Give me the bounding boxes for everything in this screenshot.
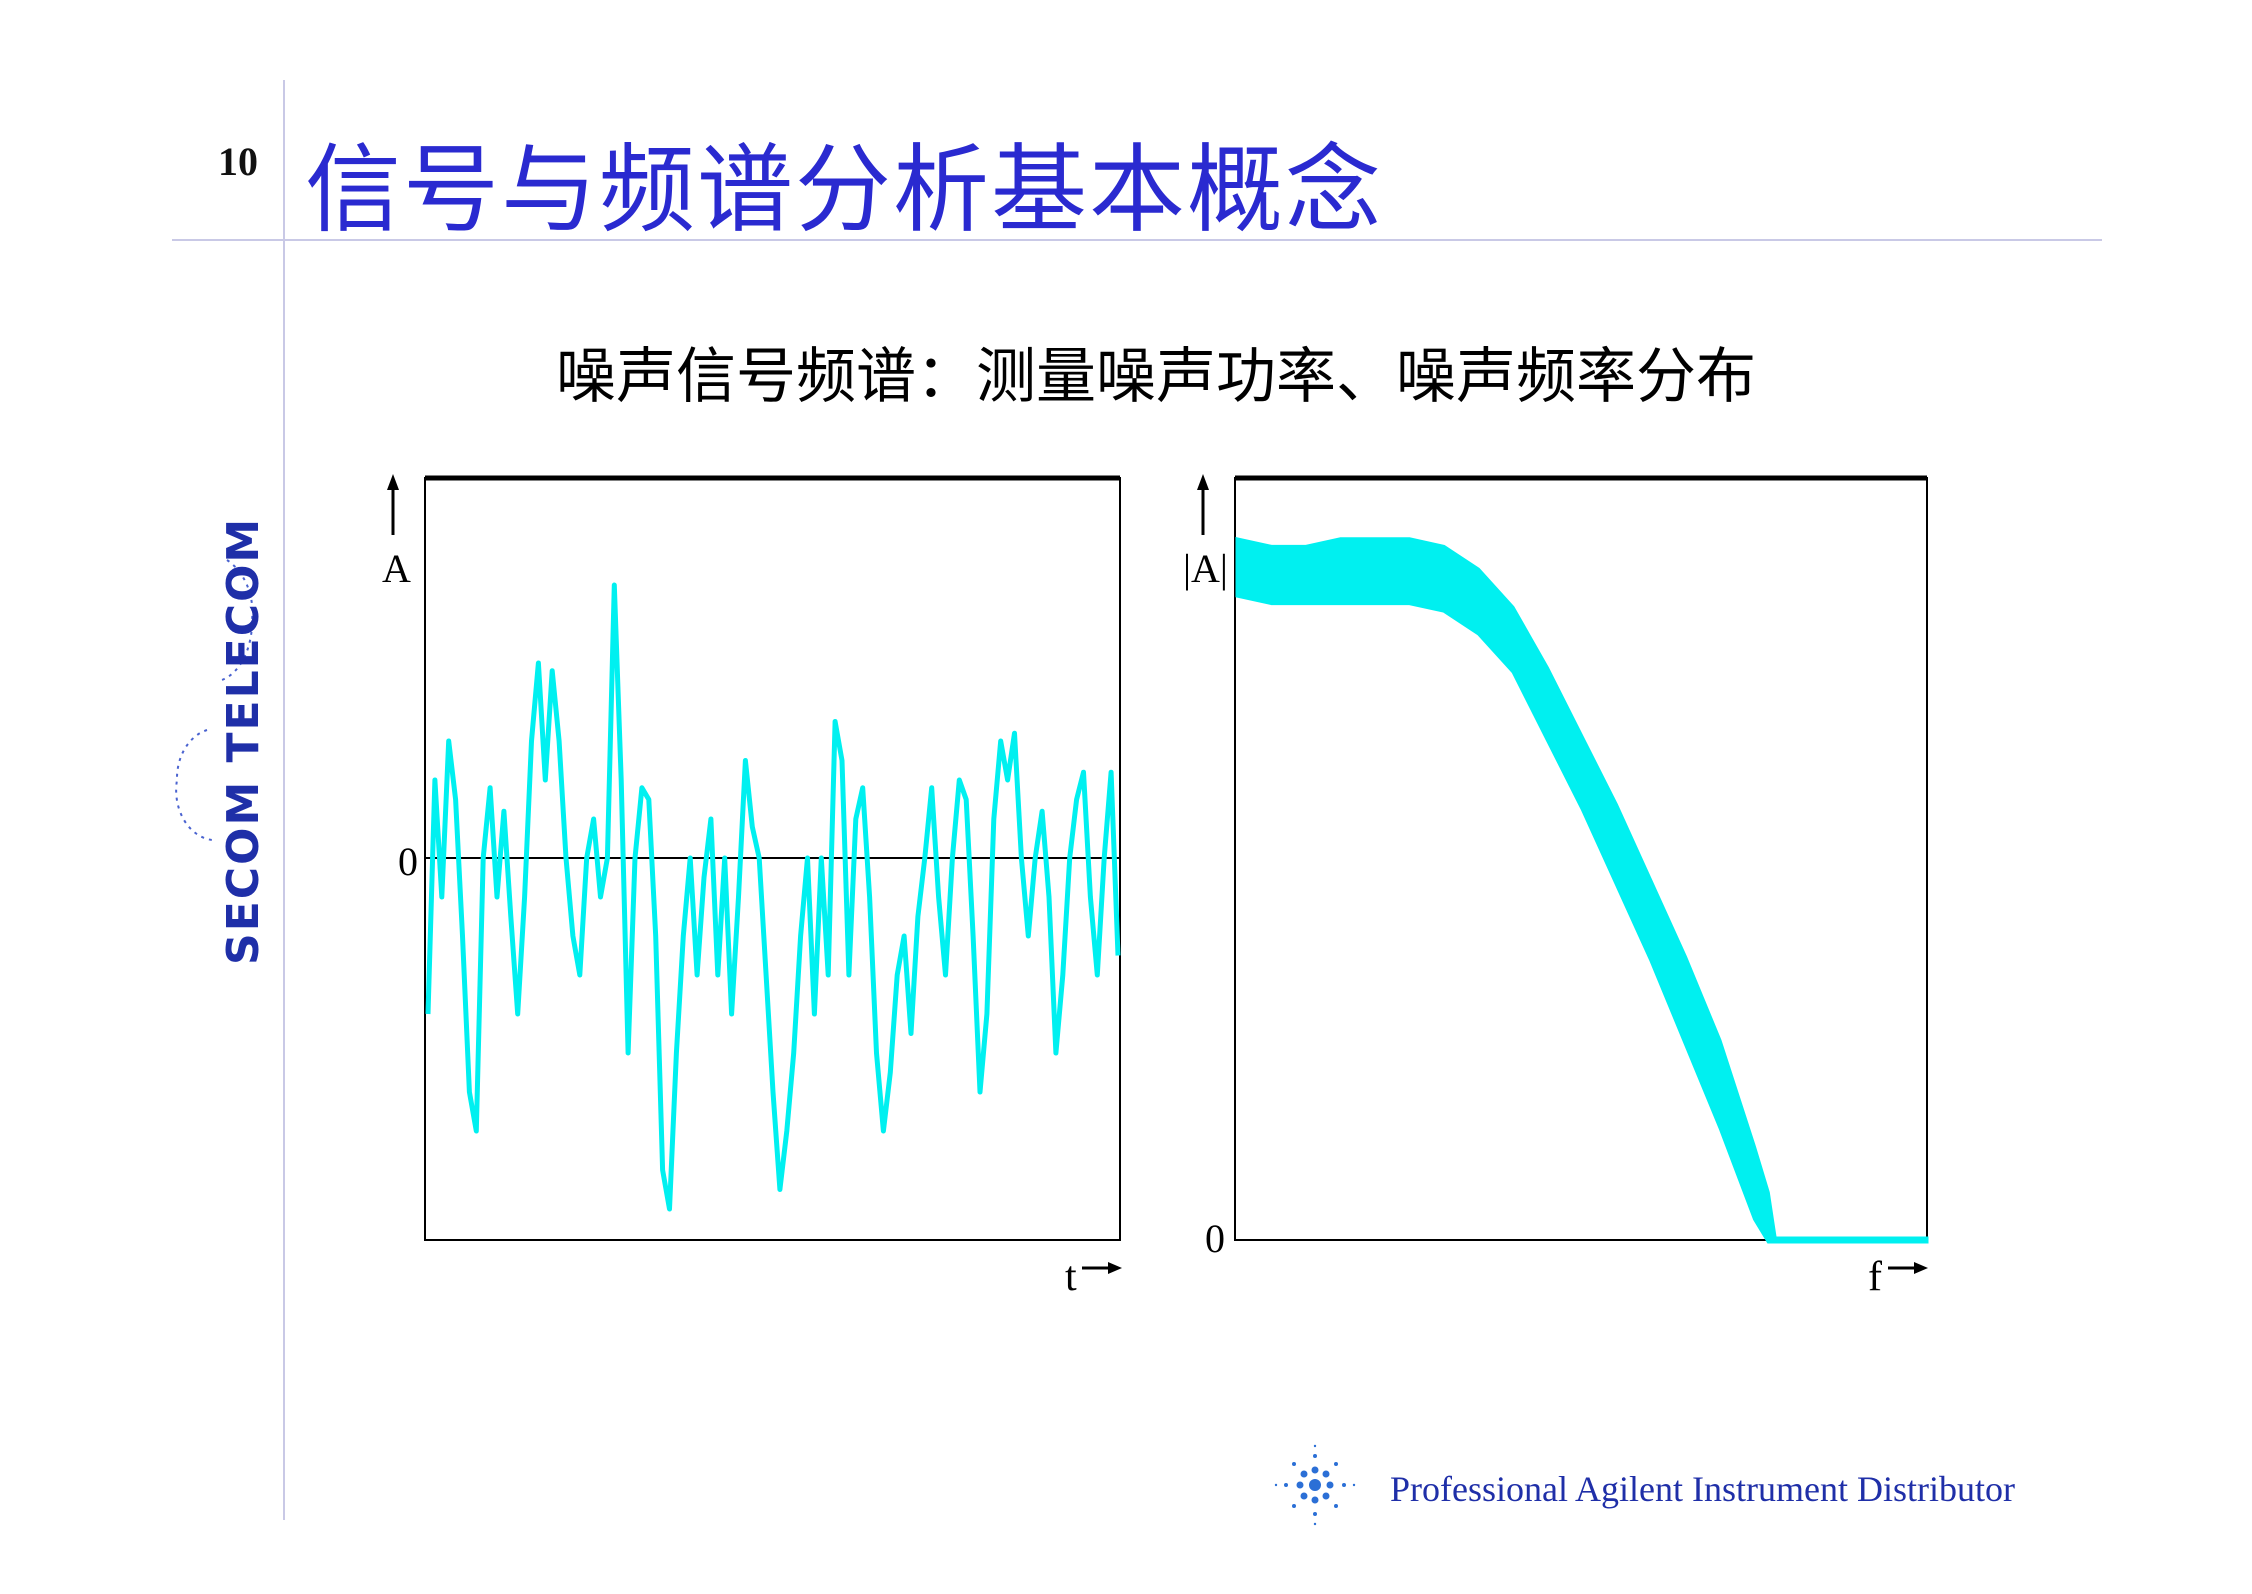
horizontal-rule [172, 239, 2102, 241]
left-y-axis-arrowhead [387, 474, 399, 490]
right-x-axis-label: f [1868, 1254, 1882, 1300]
left-noise-trace [425, 582, 1121, 1212]
page-number: 10 [218, 139, 258, 184]
left-x-axis-label: t [1065, 1254, 1077, 1300]
noise-time-chart: A 0 t [382, 474, 1122, 1300]
left-zero-tick-label: 0 [398, 839, 418, 884]
slide-subtitle: 噪声信号频谱：测量噪声功率、噪声频率分布 [556, 342, 1756, 412]
right-spectrum-trace [1235, 536, 1929, 1244]
noise-spectrum-chart: |A| 0 f [1183, 474, 1929, 1300]
right-zero-tick-label: 0 [1205, 1216, 1225, 1261]
right-x-axis-arrowhead [1914, 1262, 1928, 1274]
left-y-axis-label: A [382, 546, 411, 591]
footer-text: Professional Agilent Instrument Distribu… [1390, 1469, 2015, 1509]
vertical-rule [283, 80, 285, 1520]
left-x-axis-arrowhead [1108, 1262, 1122, 1274]
secom-telecom-logo-icon [175, 559, 254, 841]
agilent-spark-icon [1274, 1444, 1356, 1526]
right-y-axis-label: |A| [1183, 546, 1228, 591]
slide-title: 信号与频谱分析基本概念 [305, 134, 1383, 246]
right-y-axis-arrowhead [1197, 474, 1209, 490]
